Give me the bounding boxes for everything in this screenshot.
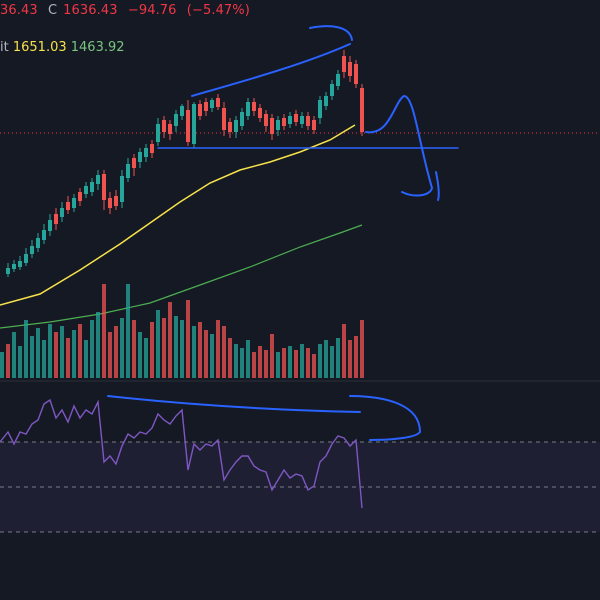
price-change: −94.76: [127, 3, 177, 18]
candle: [264, 114, 268, 126]
candle: [42, 230, 46, 240]
candle: [114, 196, 118, 206]
candle: [36, 238, 40, 248]
candle: [186, 110, 190, 142]
candle: [336, 74, 340, 86]
candle: [360, 88, 364, 132]
candle: [90, 182, 94, 192]
arc-top: [309, 25, 353, 41]
candle: [144, 148, 148, 157]
candle: [354, 64, 358, 84]
candle: [216, 98, 220, 107]
candle: [324, 96, 328, 106]
ma-fast-line: [0, 124, 356, 306]
candle: [102, 174, 106, 200]
ma-legend: it 1651.03 1463.92: [0, 40, 125, 58]
trendline-top: [191, 43, 351, 97]
candle: [120, 176, 124, 202]
candle: [48, 220, 52, 231]
candle: [54, 214, 58, 224]
ma-slow-line: [0, 224, 363, 329]
candle: [258, 108, 262, 118]
candle: [240, 112, 244, 126]
candle: [168, 124, 172, 134]
ohlc-prefix: 36.43: [0, 3, 38, 18]
candle: [318, 100, 322, 118]
candle: [12, 264, 16, 269]
candle: [276, 120, 280, 130]
candle: [18, 261, 22, 267]
candle: [294, 114, 298, 122]
candle: [66, 202, 70, 210]
candle: [180, 106, 184, 116]
candle: [204, 102, 208, 111]
candle: [270, 118, 274, 134]
candle: [174, 114, 178, 126]
candle: [108, 198, 112, 208]
candle: [312, 120, 316, 130]
candle: [84, 186, 88, 194]
ma-slow-value: 1463.92: [70, 40, 125, 55]
ma-label-partial: it: [0, 40, 9, 55]
candle: [30, 246, 34, 254]
user-drawings[interactable]: [107, 25, 459, 441]
candle: [150, 144, 154, 153]
rsi-projection: [349, 395, 422, 441]
candle: [252, 102, 256, 111]
candle: [246, 102, 250, 116]
candle: [192, 104, 196, 144]
candle: [6, 268, 10, 274]
ohlc-legend: 36.43 C 1636.43 −94.76 (−5.47%): [0, 3, 256, 21]
price-change-pct: (−5.47%): [186, 3, 250, 18]
rsi-line: [0, 398, 363, 509]
candle: [96, 175, 100, 184]
candle: [132, 158, 136, 168]
rsi-trendline: [107, 395, 361, 413]
candle: [60, 208, 64, 217]
candle: [210, 100, 214, 108]
close-value: 1636.43: [63, 3, 118, 18]
candle: [330, 84, 334, 96]
candle: [228, 122, 232, 132]
candle: [342, 56, 346, 72]
candle: [78, 192, 82, 201]
projection-arrow: [365, 94, 434, 197]
candle: [24, 254, 28, 263]
candle: [126, 164, 130, 178]
close-label: C: [47, 3, 58, 18]
candle: [282, 118, 286, 126]
candle: [198, 104, 202, 116]
candle: [222, 108, 226, 130]
candle: [162, 120, 166, 132]
candle: [348, 62, 352, 76]
candle: [72, 198, 76, 208]
candle: [234, 120, 238, 132]
volume-bars: [0, 284, 364, 378]
ma-fast-value: 1651.03: [12, 40, 67, 55]
candle: [300, 116, 304, 124]
arrow-head: [435, 171, 440, 201]
candle: [306, 116, 310, 126]
candle: [288, 116, 292, 124]
candles: [6, 50, 364, 277]
candle: [156, 124, 160, 142]
candle: [138, 152, 142, 162]
